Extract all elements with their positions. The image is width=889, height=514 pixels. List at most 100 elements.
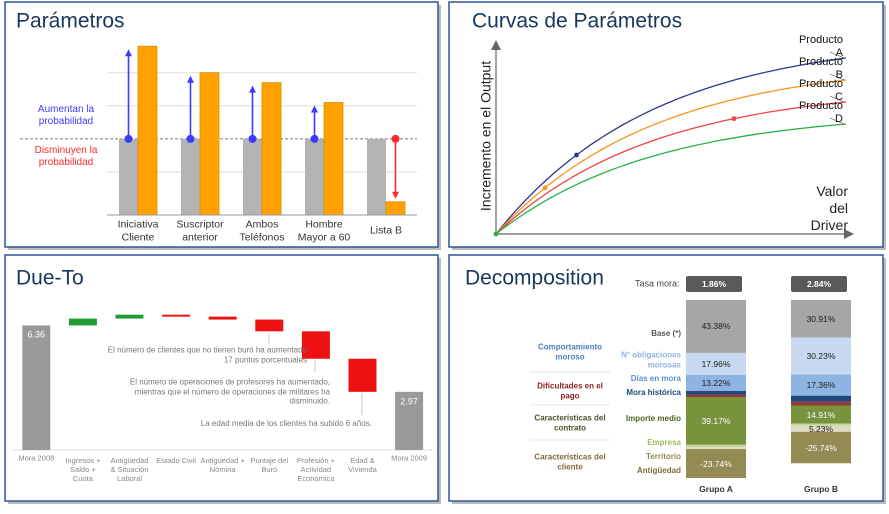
segment — [791, 425, 851, 432]
bar — [119, 138, 138, 215]
x-tick-label: Lista B — [369, 224, 403, 237]
x-tick-label: Grupo B — [804, 483, 838, 494]
segment — [791, 431, 851, 464]
x-tick-label: Ingresos + Saldo + Cuota — [65, 456, 101, 483]
legend-label: Producto C — [798, 77, 843, 103]
x-tick-label: Antigüedad & Situación Laboral — [110, 456, 149, 483]
curve-axes — [491, 40, 854, 239]
x-tick-label: Iniciativa Cliente — [117, 218, 159, 243]
step-bar — [162, 314, 191, 317]
change-dot — [186, 134, 195, 143]
total-bar — [395, 391, 424, 450]
group-label: Comportamiento moroso — [538, 342, 602, 361]
change-dot — [124, 134, 133, 143]
panels — [4, 1, 886, 504]
segment — [791, 374, 851, 396]
change-dot — [310, 134, 319, 143]
panel — [448, 1, 884, 248]
segment — [686, 447, 746, 450]
header-value: 1.86% — [701, 278, 727, 289]
x-tick-label: Antigüedad + Nómina — [200, 456, 245, 474]
segment — [791, 405, 851, 424]
x-tick-label: Edad & Vivienda — [348, 456, 377, 474]
segment — [686, 374, 746, 391]
arrow-head — [249, 85, 256, 93]
step-bar — [68, 318, 97, 326]
step-bar — [115, 314, 144, 319]
origin-dot — [493, 231, 499, 237]
annotation: Aumentan la probabilidad — [37, 104, 95, 127]
value-label: -23.74% — [700, 458, 732, 469]
leader-lines — [268, 334, 363, 415]
curve-dot — [731, 116, 737, 122]
value-label: 30.23% — [806, 351, 836, 362]
chart-title: Parámetros — [16, 9, 125, 33]
value-label: 17.36% — [806, 380, 836, 391]
x-tick-label: Grupo A — [699, 483, 733, 494]
bar — [385, 201, 406, 216]
arrow-head — [311, 105, 318, 113]
value-label: 6.36 — [27, 330, 46, 341]
header-value: 2.84% — [806, 278, 832, 289]
segment — [686, 449, 746, 478]
annotation: El número de operaciones de profesores h… — [129, 377, 330, 406]
group-label: Dificultades en el pago — [537, 381, 603, 400]
segment — [686, 397, 746, 445]
x-axis-label: Valor del Driver — [810, 182, 848, 233]
bar — [305, 138, 324, 215]
segment — [791, 401, 851, 406]
header-box — [791, 276, 847, 292]
panel — [4, 1, 439, 248]
x-tick-label: Mora 2009 — [391, 453, 428, 463]
label-connector — [829, 117, 845, 125]
segment — [686, 444, 746, 448]
annotation: Disminuyen la probabilidad — [34, 145, 98, 168]
chart-title: Decomposition — [465, 266, 604, 290]
value-label: 17.96% — [701, 358, 731, 369]
group-label: Características del contrato — [534, 413, 606, 432]
x-tick-label: Suscriptor anterior — [176, 218, 224, 243]
series-name: Antigüedad — [637, 466, 681, 476]
x-tick-label: Hombre Mayor a 60 — [297, 218, 351, 243]
axis-arrow — [844, 229, 854, 239]
label-connector — [829, 95, 845, 103]
axis-arrow — [491, 40, 501, 50]
bar — [323, 102, 344, 216]
series-name: Territorio — [646, 452, 681, 462]
header-box — [686, 276, 742, 292]
value-label: 2.97 — [400, 396, 418, 407]
bar — [199, 72, 220, 216]
segment — [686, 390, 746, 395]
legend-label: Producto B — [798, 55, 843, 81]
x-tick-label: Mora 2008 — [18, 453, 55, 463]
legend-label: Producto A — [798, 33, 843, 59]
series-name: Base (*) — [651, 329, 681, 339]
step-bar — [348, 358, 377, 392]
curve — [495, 123, 847, 235]
label-connector — [829, 51, 845, 59]
chart-title: Due-To — [16, 266, 84, 290]
value-label: 43.38% — [701, 321, 731, 332]
arrow-head — [125, 49, 132, 57]
label-connector — [829, 73, 845, 81]
annotation: El número de clientes que no tienen buró… — [107, 345, 307, 364]
chart-title: Curvas de Parámetros — [472, 9, 683, 33]
curve — [495, 57, 847, 235]
segment — [791, 423, 851, 426]
series-name: Nº obligaciones morosas — [621, 350, 681, 369]
change-dot — [391, 134, 400, 143]
x-tick-label: Puntaje del Buró — [250, 456, 289, 474]
x-tick-label: Ambos Teléfonos — [239, 218, 285, 243]
value-label: 13.22% — [701, 377, 731, 388]
x-tick-label: Profesión + Actividad Económica — [296, 456, 335, 483]
value-label: -25.74% — [805, 442, 837, 453]
curve-dot — [542, 185, 548, 191]
legend-label: Producto D — [798, 99, 843, 125]
separators — [530, 371, 610, 441]
value-label: 39.17% — [701, 415, 731, 426]
value-label: 5.23% — [808, 423, 834, 434]
segment — [791, 395, 851, 402]
group-label: Características del cliente — [534, 452, 606, 471]
